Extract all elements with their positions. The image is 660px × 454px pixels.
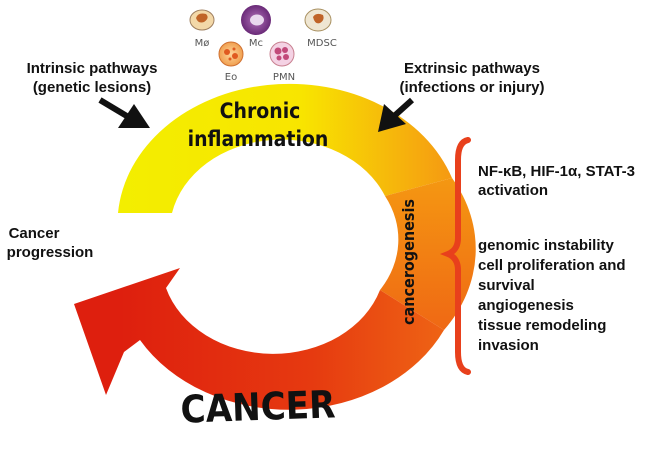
ring-cancerogenesis-segment: [380, 178, 476, 330]
cell-label-mdsc: MDSC: [307, 38, 337, 49]
inflammation-label: inflammation: [188, 127, 329, 151]
cell-label-mast-cell: Mc: [249, 38, 263, 49]
intrinsic-arrow-icon: [98, 97, 150, 128]
extrinsic-pathways-label: Extrinsic pathways: [404, 60, 540, 77]
cell-label-eosinophil: Eo: [225, 72, 237, 83]
activation-line-2: activation: [478, 182, 548, 199]
extrinsic-arrow-icon: [378, 97, 415, 132]
neutrophil-icon: [269, 41, 295, 67]
cancer-label: CANCER: [180, 382, 336, 431]
effect-tissue-remodeling: tissue remodeling: [478, 317, 606, 334]
macrophage-icon: [189, 9, 215, 31]
mast-cell-icon: [241, 5, 271, 35]
effects-brace: [439, 137, 471, 375]
intrinsic-pathways-label: Intrinsic pathways: [27, 60, 158, 77]
cell-label-neutrophil: PMN: [273, 72, 295, 83]
ring-cancer-band: [74, 268, 444, 410]
effect-cell-proliferation: cell proliferation and: [478, 257, 626, 274]
intrinsic-pathways-sublabel: (genetic lesions): [33, 79, 151, 96]
activation-line-1: NF-κB, HIF-1α, STAT-3: [478, 163, 635, 180]
effect-genomic-instability: genomic instability: [478, 237, 615, 254]
chronic-label: Chronic: [220, 99, 301, 123]
ring-inflammation-segment: [118, 83, 452, 213]
eosinophil-icon: [218, 41, 244, 67]
cell-label-macrophage: Mø: [195, 38, 210, 49]
cancerogenesis-label: cancerogenesis: [399, 199, 418, 325]
mdsc-icon: [304, 8, 332, 32]
effect-angiogenesis: angiogenesis: [478, 297, 574, 314]
cancer-progression-sublabel: progression: [7, 244, 94, 261]
effect-survival: survival: [478, 277, 535, 294]
extrinsic-pathways-sublabel: (infections or injury): [399, 79, 544, 96]
cancer-progression-label: Cancer: [9, 225, 60, 242]
effect-invasion: invasion: [478, 337, 539, 354]
